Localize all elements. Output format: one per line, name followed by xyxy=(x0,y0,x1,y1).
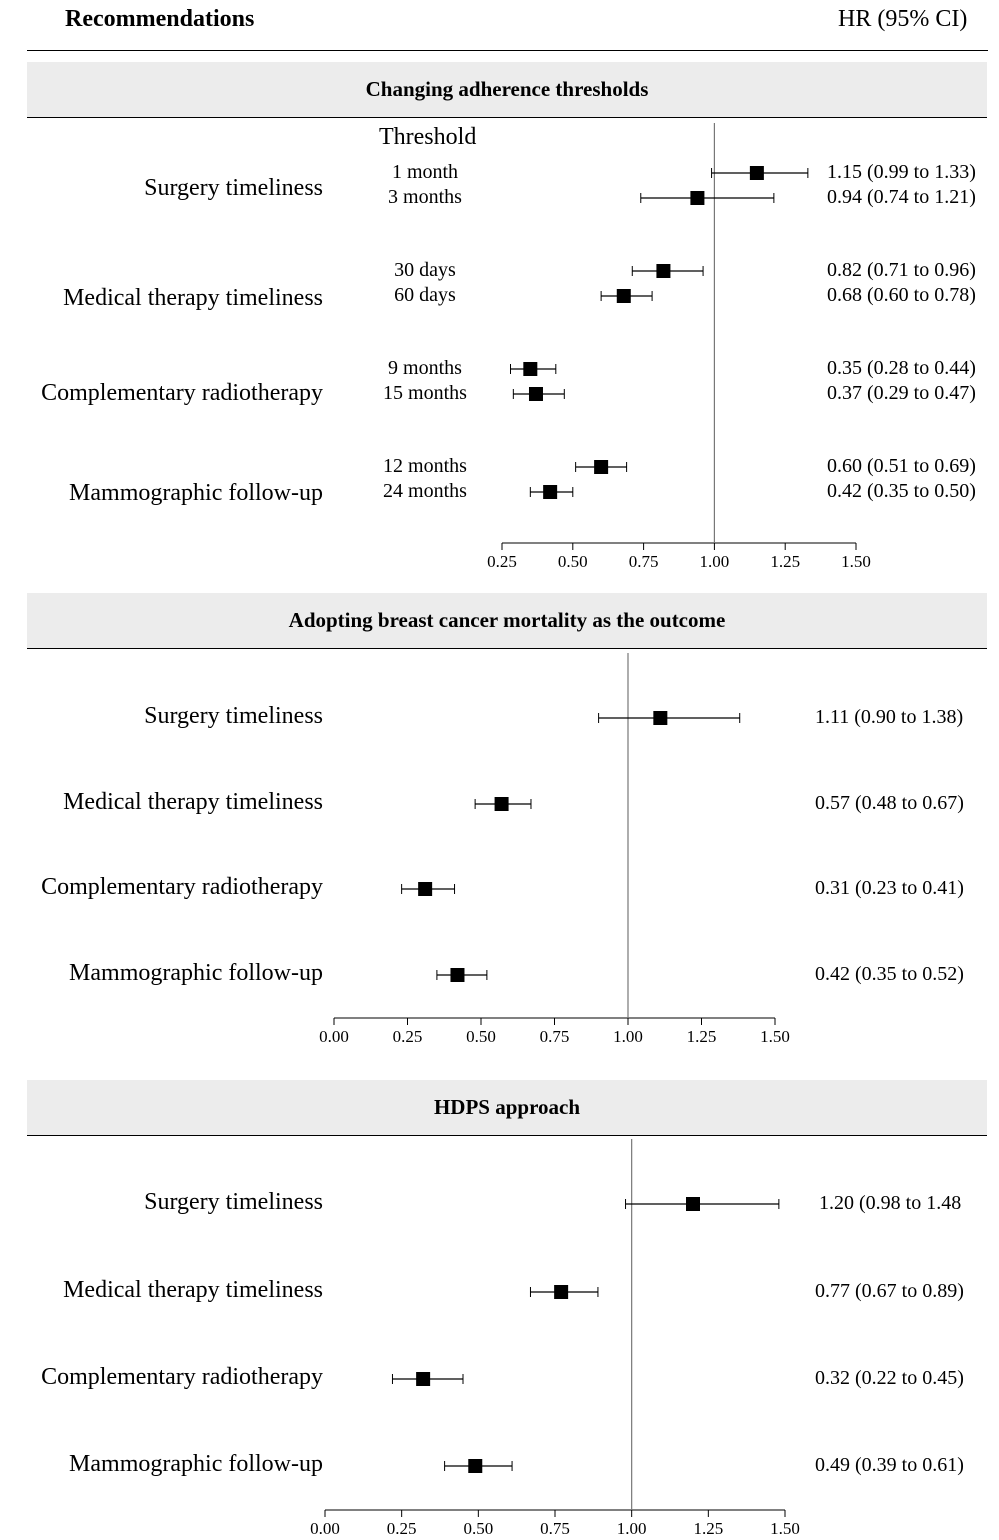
forest-plot-mortality: 0.00 0.25 0.50 0.75 1.00 1.25 1.50 xyxy=(319,653,790,1046)
x-tick-label: 1.25 xyxy=(687,1027,717,1046)
hr-ci-value: 1.11 (0.90 to 1.38) xyxy=(815,706,964,728)
row-label-surgery-timeliness: Surgery timeliness xyxy=(144,175,323,201)
hr-ci-value: 0.60 (0.51 to 0.69) xyxy=(827,455,976,477)
x-tick-label: 0.50 xyxy=(558,552,588,571)
threshold-label: 60 days xyxy=(394,284,456,306)
hr-point-marker xyxy=(523,362,538,376)
hr-ci-value: 0.82 (0.71 to 0.96) xyxy=(827,259,976,281)
hr-ci-value: 0.42 (0.35 to 0.52) xyxy=(815,963,964,985)
x-tick-label: 0.25 xyxy=(487,552,517,571)
hr-point-marker xyxy=(554,1285,569,1299)
hr-ci-value: 1.15 (0.99 to 1.33) xyxy=(827,161,976,183)
row-label-surgery-timeliness: Surgery timeliness xyxy=(144,703,323,729)
hr-point-marker xyxy=(686,1197,700,1211)
threshold-heading: Threshold xyxy=(379,124,477,150)
hr-point-marker xyxy=(749,166,764,180)
hr-point-marker xyxy=(450,968,465,982)
row-label-complementary-radiotherapy: Complementary radiotherapy xyxy=(41,874,323,900)
x-tick-label: 0.50 xyxy=(463,1519,493,1538)
hr-point-marker xyxy=(416,1372,431,1386)
header-rule xyxy=(27,50,988,51)
x-tick-label: 0.50 xyxy=(466,1027,496,1046)
row-label-mammographic-follow-up: Mammographic follow-up xyxy=(69,960,323,986)
threshold-label: 3 months xyxy=(388,186,462,208)
hr-ci-value: 0.32 (0.22 to 0.45) xyxy=(815,1367,964,1389)
forest-plot-hdps: 0.00 0.25 0.50 0.75 1.00 1.25 1.50 xyxy=(310,1139,800,1538)
x-tick-label: 0.75 xyxy=(540,1027,570,1046)
threshold-label: 24 months xyxy=(383,480,467,502)
section-title-hdps: HDPS approach xyxy=(27,1080,987,1136)
row-label-mammographic-follow-up: Mammographic follow-up xyxy=(69,480,323,506)
hr-point-marker xyxy=(528,387,543,401)
x-tick-label: 0.00 xyxy=(319,1027,349,1046)
row-label-medical-therapy-timeliness: Medical therapy timeliness xyxy=(63,1277,323,1303)
x-tick-label: 0.75 xyxy=(629,552,659,571)
x-tick-label: 0.75 xyxy=(540,1519,570,1538)
hr-point-marker xyxy=(653,711,668,725)
row-label-complementary-radiotherapy: Complementary radiotherapy xyxy=(41,1364,323,1390)
hr-ci-value: 0.31 (0.23 to 0.41) xyxy=(815,877,964,899)
x-tick-label: 1.00 xyxy=(613,1027,643,1046)
hr-ci-value: 1.20 (0.98 to 1.48 xyxy=(819,1192,962,1214)
x-tick-label: 1.25 xyxy=(770,552,800,571)
hr-point-marker xyxy=(494,797,509,811)
hr-point-marker xyxy=(543,485,558,499)
x-tick-label: 0.00 xyxy=(310,1519,340,1538)
hr-ci-value: 0.37 (0.29 to 0.47) xyxy=(827,382,976,404)
hr-ci-value: 0.94 (0.74 to 1.21) xyxy=(827,186,976,208)
threshold-label: 12 months xyxy=(383,455,467,477)
hr-point-marker xyxy=(616,289,631,303)
forest-plot-thresholds: 0.25 0.50 0.75 1.00 1.25 1.50 xyxy=(487,123,871,571)
row-label-medical-therapy-timeliness: Medical therapy timeliness xyxy=(63,789,323,815)
threshold-label: 15 months xyxy=(383,382,467,404)
hr-point-marker xyxy=(656,264,671,278)
row-label-mammographic-follow-up: Mammographic follow-up xyxy=(69,1451,323,1477)
hr-ci-value: 0.68 (0.60 to 0.78) xyxy=(827,284,976,306)
x-tick-label: 0.25 xyxy=(387,1519,417,1538)
x-tick-label: 0.25 xyxy=(393,1027,423,1046)
hr-point-marker xyxy=(418,882,433,896)
row-label-medical-therapy-timeliness: Medical therapy timeliness xyxy=(63,285,323,311)
threshold-label: 9 months xyxy=(388,357,462,379)
hr-ci-value: 0.77 (0.67 to 0.89) xyxy=(815,1280,964,1302)
row-label-surgery-timeliness: Surgery timeliness xyxy=(144,1189,323,1215)
hr-point-marker xyxy=(468,1459,483,1473)
x-tick-label: 1.50 xyxy=(760,1027,790,1046)
column-header-recommendations: Recommendations xyxy=(65,6,255,32)
x-tick-label: 1.25 xyxy=(693,1519,723,1538)
x-tick-label: 1.50 xyxy=(770,1519,800,1538)
hr-ci-value: 0.57 (0.48 to 0.67) xyxy=(815,792,964,814)
hr-ci-value: 0.35 (0.28 to 0.44) xyxy=(827,357,976,379)
threshold-label: 1 month xyxy=(391,161,459,183)
section-title-thresholds: Changing adherence thresholds xyxy=(27,62,987,118)
section-title-mortality: Adopting breast cancer mortality as the … xyxy=(27,593,987,649)
x-tick-label: 1.50 xyxy=(841,552,871,571)
hr-ci-value: 0.42 (0.35 to 0.50) xyxy=(827,480,976,502)
x-tick-label: 1.00 xyxy=(617,1519,647,1538)
hr-ci-value: 0.49 (0.39 to 0.61) xyxy=(815,1454,964,1476)
row-label-complementary-radiotherapy: Complementary radiotherapy xyxy=(41,380,323,406)
column-header-hr-ci: HR (95% CI) xyxy=(838,6,968,32)
threshold-label: 30 days xyxy=(394,259,456,281)
hr-point-marker xyxy=(690,191,705,205)
x-tick-label: 1.00 xyxy=(700,552,730,571)
hr-point-marker xyxy=(594,460,609,474)
